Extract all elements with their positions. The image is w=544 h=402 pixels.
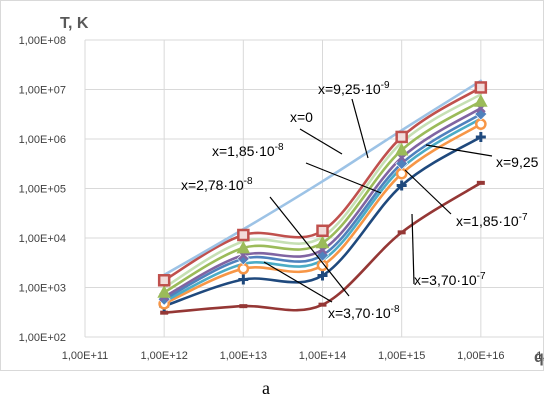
x-tick-label: 1,00E+13 xyxy=(220,350,267,362)
leader-line xyxy=(269,196,350,297)
y-tick-label: 1,00E+03 xyxy=(19,283,66,295)
y-tick-label: 1,00E+02 xyxy=(19,332,66,344)
figure-caption: a xyxy=(262,378,270,398)
leader-line xyxy=(351,98,369,159)
x-tick-label: 1,00E+14 xyxy=(299,350,346,362)
annotation-label: x=2,78·10-8 xyxy=(181,176,253,193)
annotation-label: x=3,70·10-8 xyxy=(328,304,400,321)
x-tick-label: 1,00E+17 xyxy=(536,350,544,362)
annotation-label: x=9,25·10-9 xyxy=(318,80,390,97)
leader-line xyxy=(404,169,452,215)
annotation-leader-lines xyxy=(263,98,493,303)
y-tick-label: 1,00E+08 xyxy=(19,35,66,47)
data-point xyxy=(394,142,409,156)
x-tick-label: 1,00E+16 xyxy=(457,350,504,362)
series-markers xyxy=(157,81,488,315)
tick-labels: 1,00E+02 1,00E+03 1,00E+04 1,00E+05 1,00E+06… xyxy=(19,35,544,362)
leader-line xyxy=(411,213,415,285)
x-axis-title: q xyxy=(534,349,544,366)
leader-line xyxy=(305,162,382,194)
annotations: x=0 x=9,25·10-9 x=1,85·10-8 x=2,78·10-8 x=9,… xyxy=(181,80,539,321)
annotation-label: x=9,25 xyxy=(496,154,539,170)
leader-line xyxy=(263,261,333,303)
x-tick-label: 1,00E+15 xyxy=(378,350,425,362)
x-tick-label: 1,00E+12 xyxy=(140,350,187,362)
data-point xyxy=(315,235,330,249)
y-tick-label: 1,00E+07 xyxy=(19,85,66,97)
data-point xyxy=(474,118,487,130)
annotation-label: x=1,85·10-7 xyxy=(456,212,528,229)
data-point xyxy=(317,270,328,281)
x-tick-label: 1,00E+11 xyxy=(62,350,109,362)
data-point xyxy=(236,252,250,266)
leader-line xyxy=(299,128,343,155)
chart-area-border xyxy=(0,0,544,371)
leader-line xyxy=(425,144,493,157)
annotation-label: x=3,70·10-7 xyxy=(414,271,486,288)
data-point xyxy=(236,240,251,254)
data-point xyxy=(157,285,172,298)
y-axis-title: T, K xyxy=(60,15,89,32)
annotation-label: x=0 xyxy=(290,109,313,125)
data-point xyxy=(316,224,329,238)
data-point xyxy=(237,262,250,275)
data-point xyxy=(474,81,488,94)
data-point xyxy=(237,228,250,242)
y-tick-label: 1,00E+04 xyxy=(19,233,66,245)
data-point xyxy=(475,131,486,142)
annotation-label: x=1,85·10-8 xyxy=(212,142,284,159)
series-line xyxy=(162,79,483,277)
data-point xyxy=(473,94,488,107)
data-point xyxy=(238,274,249,285)
data-point xyxy=(395,130,408,144)
y-tick-label: 1,00E+06 xyxy=(19,134,66,146)
y-tick-label: 1,00E+05 xyxy=(19,184,66,196)
data-point xyxy=(157,274,171,287)
data-point xyxy=(396,180,407,191)
